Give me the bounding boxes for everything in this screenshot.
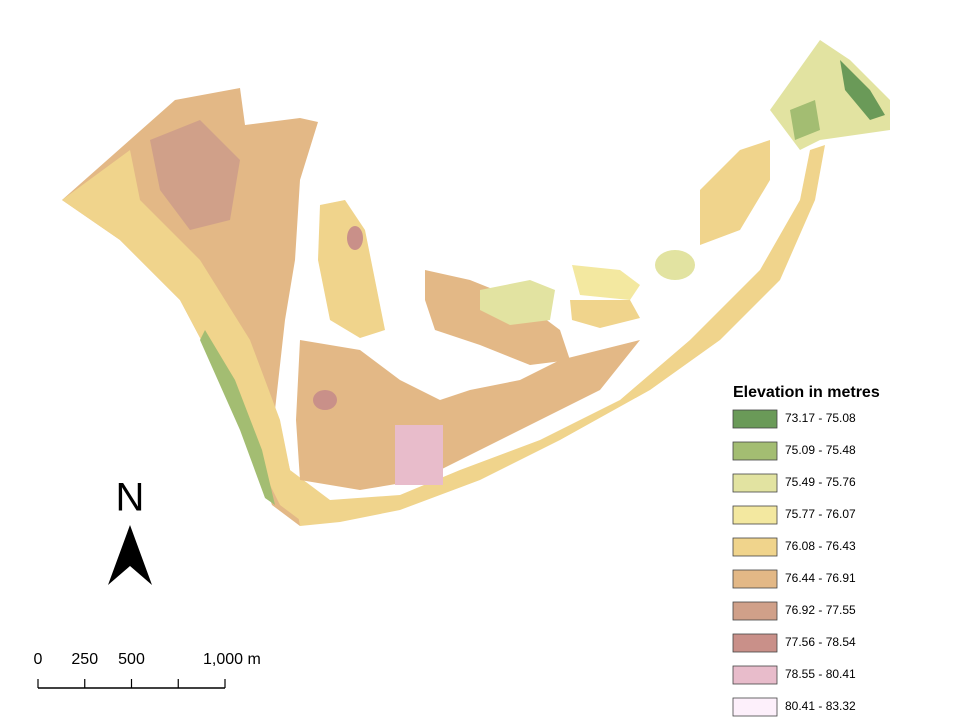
legend-swatch	[732, 409, 778, 429]
terrain	[570, 300, 640, 328]
legend-swatch	[732, 697, 778, 717]
legend-title: Elevation in metres	[733, 384, 880, 401]
terrain	[313, 390, 337, 410]
terrain	[318, 200, 385, 338]
legend-swatch	[732, 473, 778, 493]
legend-swatch	[732, 569, 778, 589]
legend: Elevation in metres 73.17 - 75.08 75.09 -…	[732, 384, 880, 717]
elevation-map	[62, 40, 890, 526]
north-arrow: N	[108, 476, 152, 585]
scale-label: 0	[34, 651, 43, 668]
legend-label: 76.92 - 77.55	[785, 603, 856, 617]
legend-label: 76.08 - 76.43	[785, 539, 856, 553]
scale-label: 1,000 m	[203, 651, 261, 668]
legend-swatch	[732, 505, 778, 525]
legend-swatch	[732, 633, 778, 653]
terrain	[200, 330, 275, 505]
legend-label: 80.41 - 83.32	[785, 699, 856, 713]
terrain	[296, 340, 640, 490]
legend-label: 75.09 - 75.48	[785, 443, 856, 457]
terrain	[655, 250, 695, 280]
terrain	[290, 145, 825, 526]
legend-label: 77.56 - 78.54	[785, 635, 856, 649]
legend-label: 75.77 - 76.07	[785, 507, 856, 521]
legend-swatch	[732, 441, 778, 461]
legend-swatch	[732, 601, 778, 621]
legend-swatch	[732, 665, 778, 685]
terrain	[150, 120, 240, 230]
terrain	[790, 100, 820, 140]
terrain	[700, 140, 770, 245]
terrain	[840, 60, 885, 120]
legend-swatch	[732, 537, 778, 557]
scale-label: 500	[118, 651, 145, 668]
scale-label: 250	[71, 651, 98, 668]
terrain	[480, 280, 555, 325]
legend-label: 78.55 - 80.41	[785, 667, 856, 681]
terrain	[572, 265, 640, 300]
terrain	[62, 150, 300, 520]
terrain	[395, 425, 443, 485]
north-label: N	[116, 476, 145, 520]
legend-label: 73.17 - 75.08	[785, 411, 856, 425]
scale-bar: 0 250 500 1,000 m	[34, 651, 261, 689]
legend-label: 76.44 - 76.91	[785, 571, 856, 585]
legend-label: 75.49 - 75.76	[785, 475, 856, 489]
north-arrow-shape	[108, 525, 152, 585]
terrain	[347, 226, 363, 250]
